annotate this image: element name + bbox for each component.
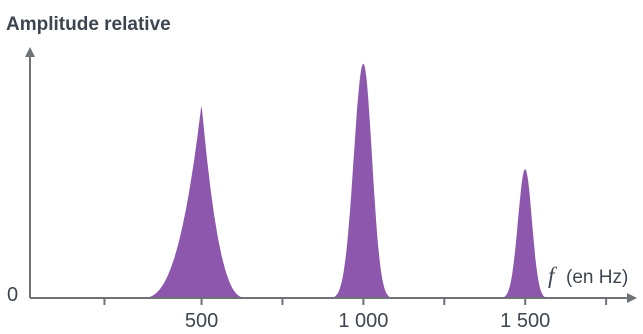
x-tick-label-1000: 1 000 [338, 310, 388, 332]
x-axis-variable: f [548, 263, 558, 288]
x-ticks [103, 298, 608, 305]
peak-1500 [500, 169, 548, 298]
x-tick-label-500: 500 [185, 310, 218, 332]
peak-1000 [331, 63, 393, 299]
x-tick-labels: 500 1 000 1 500 [185, 310, 550, 332]
peaks-group [141, 63, 548, 299]
peak-500 [141, 105, 247, 298]
x-tick-label-1500: 1 500 [500, 310, 550, 332]
y-origin-label: 0 [7, 284, 18, 306]
x-axis-unit: (en Hz) [566, 267, 628, 288]
y-axis-title: Amplitude relative [6, 14, 171, 35]
